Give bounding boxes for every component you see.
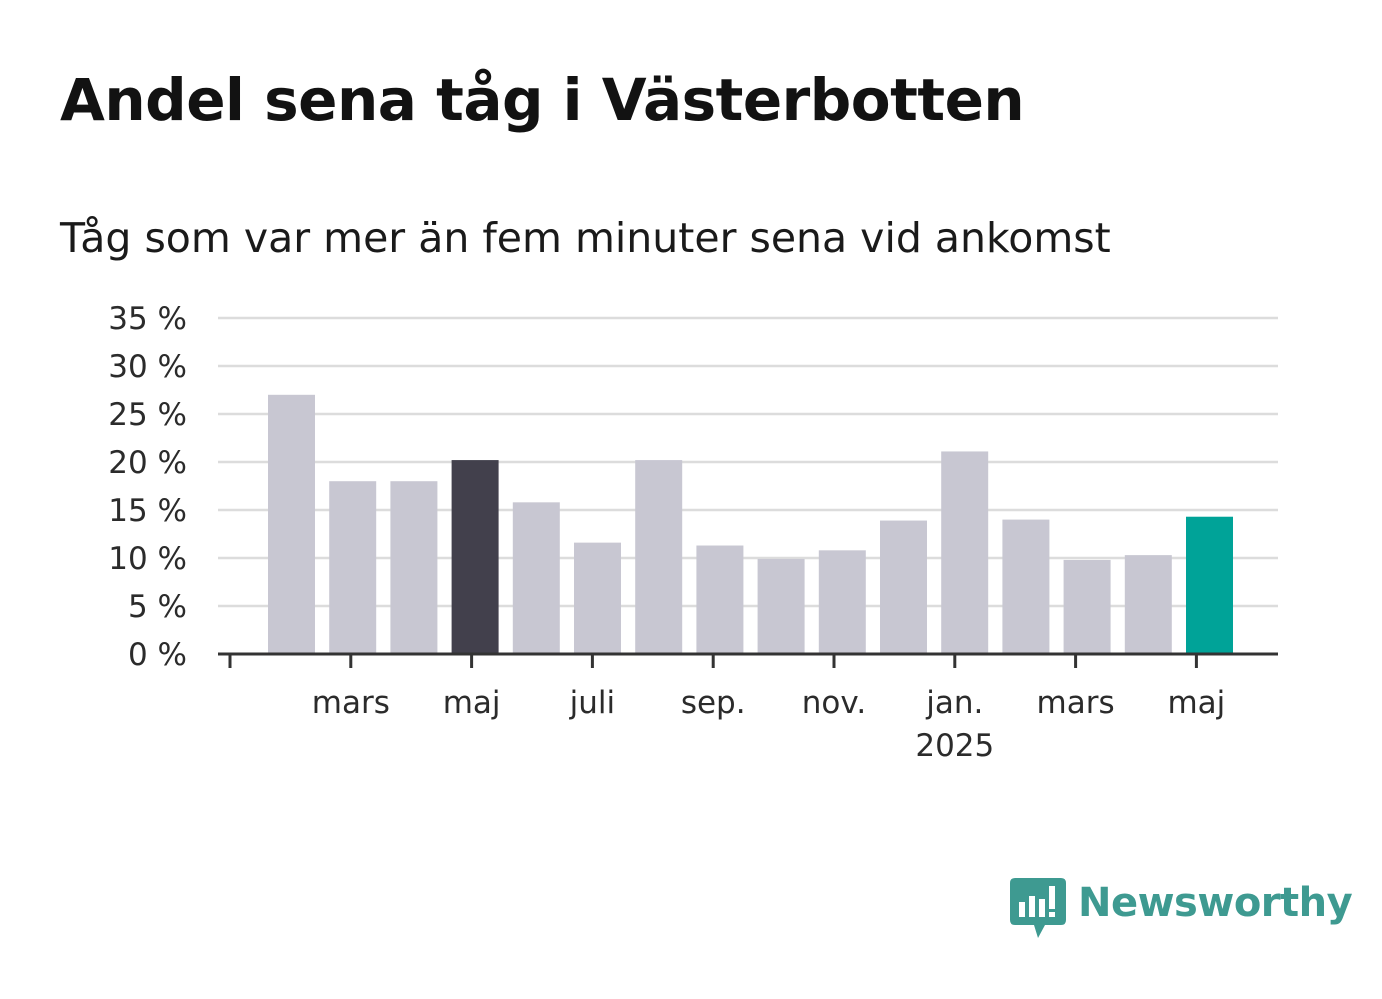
bar — [757, 558, 805, 654]
bar — [574, 542, 621, 654]
x-tick-label: nov. — [802, 685, 866, 721]
bar — [390, 481, 438, 654]
newsworthy-brand: Newsworthy — [1010, 878, 1353, 942]
brand-name: Newsworthy — [1078, 880, 1353, 926]
bar — [818, 550, 866, 654]
x-tick-label: maj — [1167, 685, 1225, 721]
y-tick-label: 35 % — [108, 301, 187, 337]
bars — [268, 394, 1233, 654]
x-tick-label: jan. — [925, 685, 983, 721]
y-axis-ticks: 0 % 5 % 10 % 15 % 20 % 25 % 30 % 35 % — [108, 301, 187, 673]
y-tick-label: 15 % — [108, 493, 187, 529]
y-tick-label: 0 % — [128, 637, 187, 673]
bar — [941, 451, 989, 654]
bar — [1186, 516, 1233, 654]
bar — [696, 545, 744, 654]
x-tick-label: sep. — [681, 685, 746, 721]
newsworthy-chart-bubble-icon — [1010, 878, 1066, 938]
x-axis-ticks: mars maj juli sep. nov. jan. 2025 mars maj — [228, 654, 1225, 764]
y-tick-label: 5 % — [128, 589, 187, 625]
x-tick-label: mars — [312, 685, 390, 721]
bar — [512, 502, 560, 654]
y-tick-label: 25 % — [108, 397, 187, 433]
x-tick-label: maj — [443, 685, 501, 721]
bar — [1002, 519, 1050, 654]
bar — [635, 460, 683, 654]
bar — [268, 394, 315, 654]
y-tick-label: 30 % — [108, 349, 187, 385]
y-tick-label: 10 % — [108, 541, 187, 577]
x-tick-label: juli — [569, 685, 616, 721]
x-tick-label: mars — [1037, 685, 1115, 721]
y-tick-label: 20 % — [108, 445, 187, 481]
x-tick-sublabel: 2025 — [915, 728, 994, 764]
grid-lines — [218, 316, 1278, 608]
bar — [329, 481, 377, 654]
bar — [451, 460, 499, 654]
bar — [1124, 555, 1172, 654]
bar — [1063, 559, 1111, 654]
bar — [880, 520, 927, 654]
chart-title: Andel sena tåg i Västerbotten — [60, 66, 1025, 134]
chart-subtitle: Tåg som var mer än fem minuter sena vid … — [60, 214, 1111, 262]
